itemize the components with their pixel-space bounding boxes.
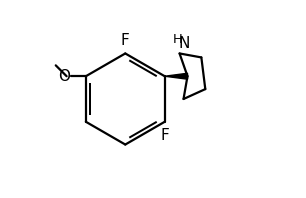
Text: F: F: [121, 32, 130, 48]
Text: F: F: [160, 128, 169, 143]
Text: N: N: [178, 36, 190, 51]
Text: O: O: [58, 69, 70, 84]
Polygon shape: [165, 73, 188, 79]
Text: H: H: [173, 33, 183, 46]
